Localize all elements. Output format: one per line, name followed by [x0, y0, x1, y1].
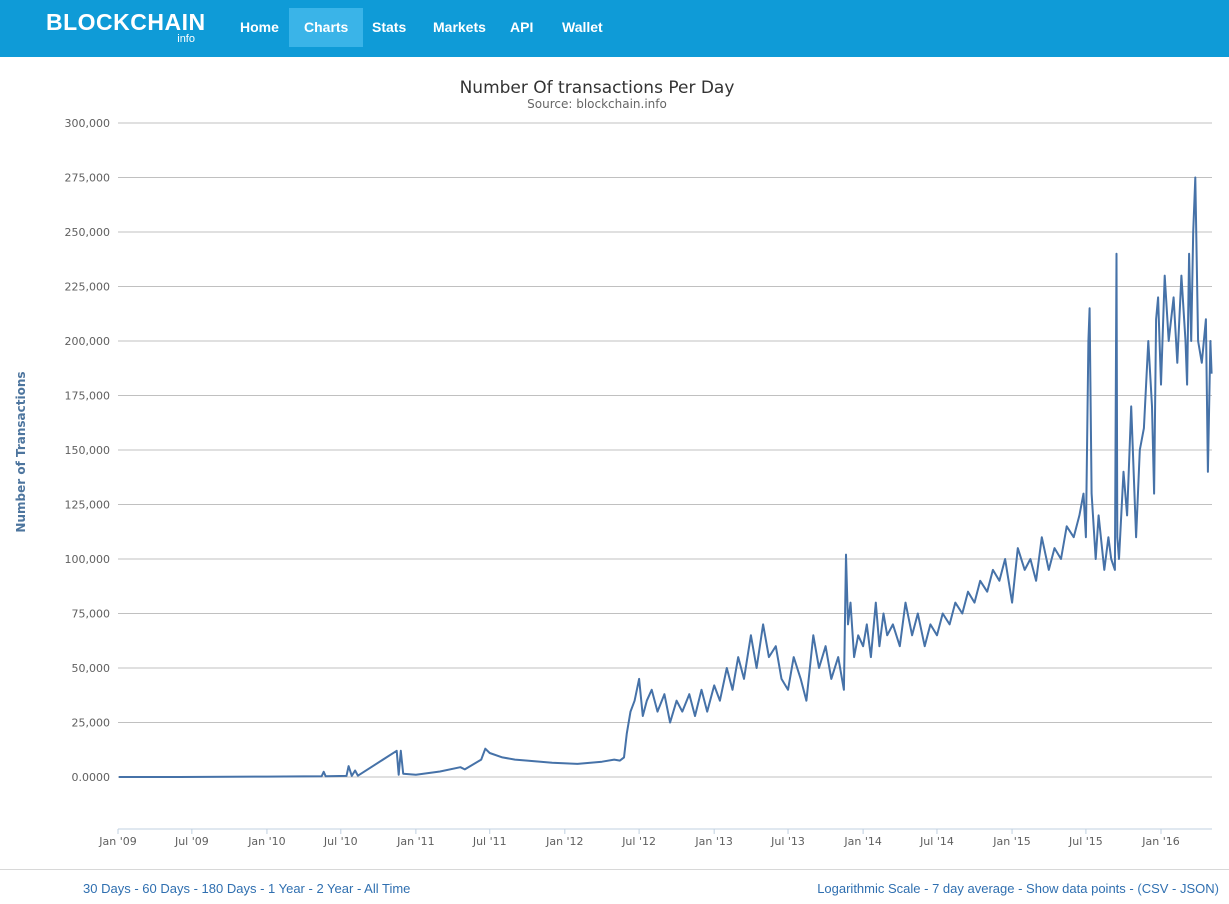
y-tick-label: 125,000 — [65, 499, 111, 512]
x-tick-label: Jul '12 — [621, 835, 656, 848]
y-tick-label: 75,000 — [72, 608, 111, 621]
x-tick-label: Jan '11 — [396, 835, 434, 848]
show-data-points-link[interactable]: Show data points — [1026, 881, 1126, 896]
y-tick-label: 50,000 — [72, 662, 111, 675]
nav-charts[interactable]: Charts — [289, 8, 364, 47]
export-open-paren: ( — [1137, 881, 1142, 896]
x-tick-label: Jan '10 — [247, 835, 285, 848]
y-tick-label: 100,000 — [65, 553, 111, 566]
chart-options-links: Logarithmic Scale - 7 day average - Show… — [817, 881, 1219, 896]
y-axis-title: Number of Transactions — [14, 371, 28, 532]
y-tick-label: 25,000 — [72, 717, 111, 730]
x-tick-label: Jan '09 — [98, 835, 136, 848]
y-tick-label: 250,000 — [65, 226, 111, 239]
chart-subtitle: Source: blockchain.info — [527, 97, 667, 111]
nav-stats[interactable]: Stats — [372, 19, 407, 35]
range-all-time[interactable]: All Time — [364, 881, 411, 896]
x-tick-label: Jul '11 — [472, 835, 507, 848]
x-tick-label: Jul '09 — [174, 835, 209, 848]
series-line — [118, 176, 1213, 778]
y-tick-label: 275,000 — [65, 172, 111, 185]
time-range-links: 30 Days - 60 Days - 180 Days - 1 Year - … — [83, 881, 411, 896]
y-tick-label: 0.0000 — [72, 771, 111, 784]
y-tick-label: 175,000 — [65, 390, 111, 403]
chart-title: Number Of transactions Per Day — [460, 78, 735, 98]
nav-wallet[interactable]: Wallet — [562, 19, 603, 35]
chart-footer: 30 Days - 60 Days - 180 Days - 1 Year - … — [0, 869, 1229, 904]
x-tick-label: Jul '14 — [919, 835, 954, 848]
x-tick-label: Jul '13 — [770, 835, 805, 848]
x-tick-label: Jul '10 — [323, 835, 358, 848]
chart-container: Number Of transactions Per Day Source: bl… — [0, 57, 1229, 869]
range-1-year[interactable]: 1 Year — [268, 881, 305, 896]
seven-day-average-link[interactable]: 7 day average — [932, 881, 1015, 896]
range-60-days[interactable]: 60 Days — [142, 881, 190, 896]
top-navbar: BLOCKCHAIN info Home Charts Stats Market… — [0, 0, 1229, 57]
y-tick-label: 200,000 — [65, 335, 111, 348]
brand-sub: info — [177, 33, 195, 45]
brand-name: BLOCKCHAIN — [46, 9, 206, 35]
y-tick-label: 150,000 — [65, 444, 111, 457]
range-180-days[interactable]: 180 Days — [201, 881, 257, 896]
range-2-year[interactable]: 2 Year — [316, 881, 354, 896]
range-30-days[interactable]: 30 Days — [83, 881, 131, 896]
x-tick-label: Jan '16 — [1141, 835, 1179, 848]
nav-api[interactable]: API — [510, 19, 534, 35]
export-json-link[interactable]: JSON — [1179, 881, 1215, 896]
brand-logo[interactable]: BLOCKCHAIN info — [46, 9, 206, 49]
export-csv-link[interactable]: CSV — [1141, 881, 1169, 896]
export-close-paren: ) — [1214, 881, 1219, 896]
log-scale-link[interactable]: Logarithmic Scale — [817, 881, 921, 896]
x-tick-label: Jan '14 — [843, 835, 881, 848]
nav-home[interactable]: Home — [240, 19, 279, 35]
x-tick-label: Jan '13 — [694, 835, 732, 848]
nav-markets[interactable]: Markets — [433, 19, 486, 35]
x-tick-label: Jan '15 — [992, 835, 1030, 848]
y-tick-label: 300,000 — [65, 117, 111, 130]
y-tick-label: 225,000 — [65, 281, 111, 294]
x-tick-label: Jul '15 — [1068, 835, 1103, 848]
x-tick-label: Jan '12 — [545, 835, 583, 848]
